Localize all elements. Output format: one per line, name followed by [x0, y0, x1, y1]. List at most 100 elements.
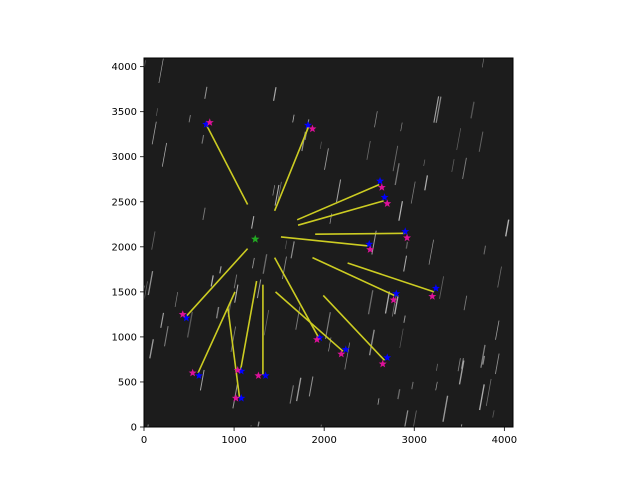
streak [424, 175, 429, 191]
magenta-star-marker [308, 124, 317, 133]
streak [151, 121, 157, 145]
streak [250, 425, 252, 427]
streak [457, 358, 461, 372]
streak [149, 339, 154, 359]
streak [470, 101, 475, 119]
magenta-star-marker [178, 310, 187, 318]
streak [435, 381, 438, 391]
vector-line [280, 236, 369, 247]
streak [273, 87, 277, 101]
streak [219, 266, 222, 274]
magenta-star-marker [366, 245, 375, 253]
streak [335, 179, 342, 203]
center-star-marker [251, 234, 260, 243]
magenta-star-marker [188, 368, 197, 377]
streak [435, 96, 442, 123]
x-tick-label: 2000 [311, 435, 336, 446]
streak [462, 157, 467, 180]
streak [398, 201, 404, 221]
streak [161, 142, 167, 167]
streak [292, 114, 295, 123]
streak [485, 378, 492, 407]
streak [442, 395, 449, 422]
vector-lines [185, 125, 435, 398]
streak [295, 306, 301, 330]
blue-star-marker [341, 345, 350, 353]
y-axis: 0 500 1000 1500 2000 2500 3000 3500 4000 [112, 62, 144, 434]
magenta-star-marker [337, 349, 346, 358]
magenta-star-marker [428, 292, 437, 300]
streak [257, 421, 260, 427]
y-tick-label: 4000 [112, 62, 137, 73]
magenta-star-marker [254, 371, 263, 380]
blue-star-marker [431, 284, 440, 292]
streak [377, 398, 380, 405]
streak [324, 148, 329, 170]
streak [281, 256, 287, 280]
y-tick-label: 2500 [112, 197, 137, 208]
streak [367, 290, 374, 315]
y-tick-label: 3500 [112, 107, 137, 118]
streak [482, 355, 486, 365]
streak [405, 241, 409, 249]
blue-star-marker [365, 239, 374, 248]
streak [410, 181, 416, 204]
streak [290, 241, 295, 259]
y-tick-label: 0 [131, 423, 137, 434]
streak [374, 111, 378, 128]
blue-star-marker [392, 289, 401, 298]
blue-star-marker [182, 313, 191, 322]
streak [324, 312, 331, 340]
streak [155, 108, 159, 116]
streak [505, 219, 510, 237]
streak [461, 358, 464, 369]
vector-line [185, 248, 249, 317]
streak [397, 389, 401, 400]
blue-star-marker [237, 393, 246, 402]
streak [392, 145, 399, 172]
streak [391, 292, 398, 317]
streak [163, 326, 169, 347]
streak [274, 184, 280, 206]
streak [368, 329, 375, 356]
streak [404, 410, 409, 427]
streak [201, 134, 205, 144]
streak [160, 312, 165, 328]
y-tick-label: 2000 [112, 242, 137, 253]
streak [439, 276, 445, 299]
streak [495, 320, 500, 340]
blue-star-marker [315, 333, 324, 342]
magenta-star-marker [383, 199, 392, 207]
magenta-star-marker [312, 335, 321, 344]
streak [463, 295, 468, 311]
streak [481, 58, 485, 68]
vector-line [274, 291, 344, 352]
streak [483, 245, 487, 255]
star-streaks-texture [144, 58, 510, 427]
star-markers [178, 118, 440, 402]
streak [399, 328, 404, 348]
streak [403, 255, 408, 272]
vector-line [296, 183, 380, 221]
y-tick-label: 1500 [112, 287, 137, 298]
streak [413, 410, 417, 427]
blue-star-marker [401, 227, 410, 235]
streak [284, 240, 288, 250]
vector-line [315, 232, 406, 236]
streak [320, 424, 322, 427]
streak [494, 353, 500, 375]
streak [256, 279, 262, 299]
vector-line [347, 262, 435, 293]
streak [394, 163, 400, 186]
streak [147, 424, 149, 427]
streak [319, 141, 322, 149]
streak [460, 424, 463, 427]
blue-star-marker [383, 353, 392, 362]
blue-star-marker [380, 193, 389, 201]
magenta-star-marker [403, 233, 412, 242]
streak [215, 306, 220, 319]
magenta-star-marker [378, 359, 387, 368]
magenta-star-marker [205, 118, 214, 126]
streak [344, 342, 351, 370]
